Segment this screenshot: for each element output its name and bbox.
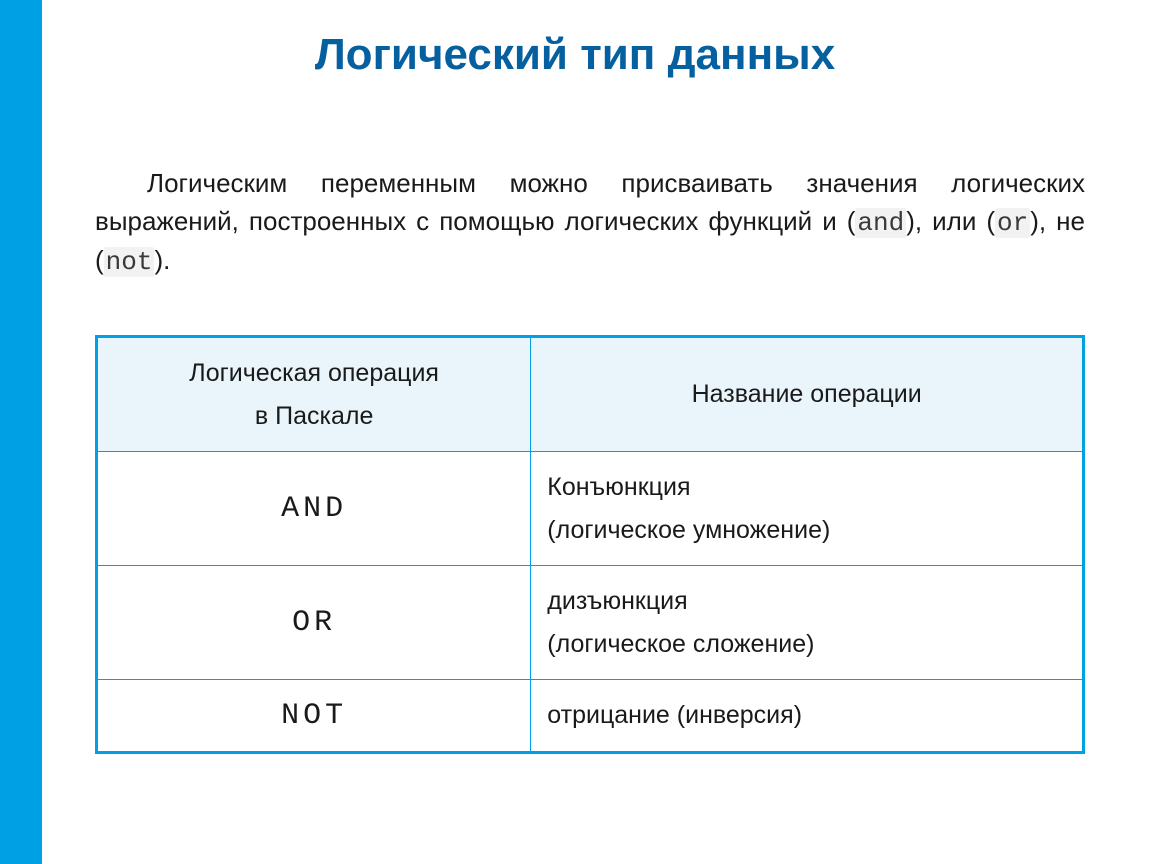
cell-op-and: AND (97, 452, 531, 566)
table-row: NOT отрицание (инверсия) (97, 680, 1084, 753)
cell-op-not: NOT (97, 680, 531, 753)
cell-desc-and-line2: (логическое умножение) (547, 516, 830, 544)
mono-and: and (855, 208, 906, 238)
intro-paragraph-block: Логическим переменным можно присваивать … (95, 165, 1085, 282)
table-row: OR дизъюнкция (логическое сложение) (97, 566, 1084, 680)
mono-not: not (104, 247, 155, 277)
cell-desc-or-line1: дизъюнкция (547, 587, 687, 615)
cell-desc-or: дизъюнкция (логическое сложение) (531, 566, 1084, 680)
operations-table-wrap: Логическая операция в Паскале Название о… (95, 335, 1085, 754)
table-header-row: Логическая операция в Паскале Название о… (97, 337, 1084, 452)
intro-paragraph: Логическим переменным можно присваивать … (95, 165, 1085, 282)
header-col-name: Название операции (531, 337, 1084, 452)
header-col1-line2: в Паскале (255, 402, 373, 430)
header-col-operation: Логическая операция в Паскале (97, 337, 531, 452)
para-mid1: ), или ( (906, 206, 995, 236)
operations-table: Логическая операция в Паскале Название о… (95, 335, 1085, 754)
cell-op-or: OR (97, 566, 531, 680)
cell-desc-and-line1: Конъюнкция (547, 473, 690, 501)
cell-desc-or-line2: (логическое сложение) (547, 630, 814, 658)
mono-or: or (995, 208, 1030, 238)
cell-desc-and: Конъюнкция (логическое умножение) (531, 452, 1084, 566)
cell-desc-not: отрицание (инверсия) (531, 680, 1084, 753)
table-row: AND Конъюнкция (логическое умножение) (97, 452, 1084, 566)
para-post: ). (154, 245, 170, 275)
left-accent-bar-overlay (0, 400, 42, 580)
header-col1-line1: Логическая операция (189, 359, 439, 387)
page-title: Логический тип данных (0, 30, 1150, 80)
